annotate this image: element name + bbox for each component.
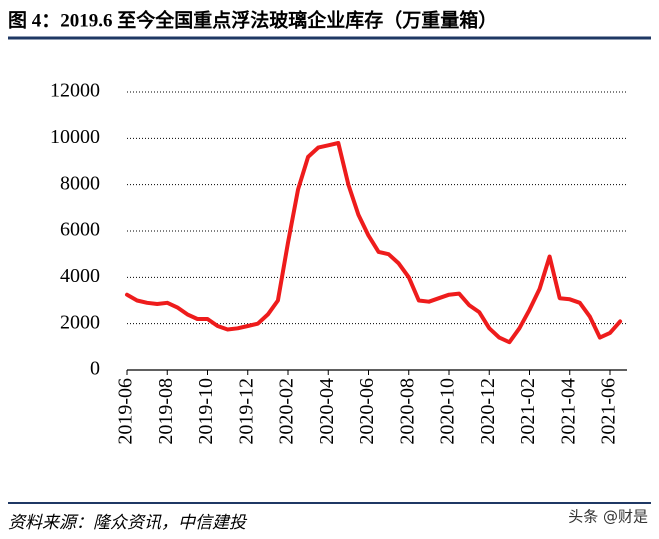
- y-tick-label: 2000: [60, 311, 100, 333]
- x-tick-label: 2019-10: [195, 378, 217, 445]
- y-tick-label: 6000: [60, 219, 100, 241]
- x-tick-label: 2020-04: [316, 378, 338, 445]
- y-tick-label: 10000: [50, 126, 100, 148]
- y-tick-label: 12000: [50, 80, 100, 102]
- x-tick-label: 2020-10: [437, 378, 459, 445]
- y-tick-label: 0: [90, 358, 100, 380]
- x-tick-label: 2021-02: [517, 378, 539, 445]
- x-tick-label: 2020-12: [477, 378, 499, 445]
- source: 资料来源：隆众资讯，中信建投: [8, 513, 248, 532]
- x-tick-label: 2019-06: [115, 378, 137, 445]
- data-line: [125, 141, 623, 345]
- x-tick-label: 2019-12: [235, 378, 257, 445]
- watermark: 头条 @财是: [568, 508, 648, 526]
- x-tick-label: 2021-06: [598, 378, 620, 445]
- x-tick-label: 2021-04: [557, 378, 579, 445]
- y-tick-label: 4000: [60, 265, 100, 287]
- x-tick-label: 2019-08: [155, 378, 177, 445]
- chart-title: 图 4：2019.6 至今全国重点浮法玻璃企业库存（万重量箱）: [8, 8, 497, 31]
- y-tick-label: 8000: [60, 172, 100, 194]
- x-tick-label: 2020-06: [356, 378, 378, 445]
- x-tick-label: 2020-08: [396, 378, 418, 445]
- x-tick-label: 2020-02: [276, 378, 298, 445]
